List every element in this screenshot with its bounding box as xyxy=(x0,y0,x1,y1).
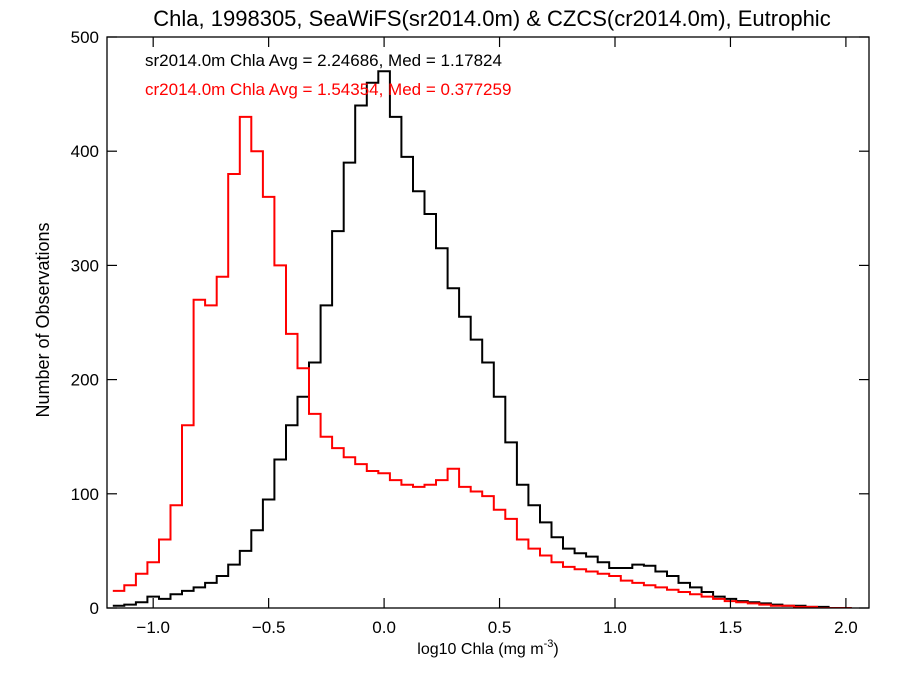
x-axis: −1.0 −0.5 0.0 0.5 1.0 1.5 2.0 xyxy=(136,37,858,637)
y-axis-label: Number of Observations xyxy=(33,222,53,417)
series-line-0 xyxy=(112,70,852,608)
x-axis-label: log10 Chla (mg m-3) xyxy=(417,638,558,658)
x-tick-label: 1.0 xyxy=(603,618,627,637)
x-tick-label: 1.5 xyxy=(719,618,743,637)
y-tick-label: 300 xyxy=(71,256,99,275)
y-tick-label: 400 xyxy=(71,142,99,161)
series-line-1 xyxy=(112,115,852,608)
annotation-czcs: cr2014.0m Chla Avg = 1.54354, Med = 0.37… xyxy=(145,80,511,99)
x-axis-label-end: ) xyxy=(553,641,558,658)
y-tick-label: 0 xyxy=(90,599,99,618)
x-axis-label-main: log10 Chla (mg m xyxy=(417,641,543,658)
chart-title: Chla, 1998305, SeaWiFS(sr2014.0m) & CZCS… xyxy=(153,6,830,31)
x-tick-label: −0.5 xyxy=(252,618,286,637)
y-tick-label: 500 xyxy=(71,28,99,47)
x-tick-label: 2.0 xyxy=(834,618,858,637)
series-layer xyxy=(112,70,852,608)
y-tick-label: 200 xyxy=(71,371,99,390)
y-tick-label: 100 xyxy=(71,485,99,504)
y-axis: 0 100 200 300 400 500 xyxy=(71,28,869,618)
plot-frame xyxy=(106,36,870,609)
x-tick-label: −1.0 xyxy=(136,618,170,637)
x-tick-label: 0.0 xyxy=(372,618,396,637)
annotation-seawifs: sr2014.0m Chla Avg = 2.24686, Med = 1.17… xyxy=(145,51,502,70)
x-axis-label-sup: -3 xyxy=(544,638,554,650)
x-tick-label: 0.5 xyxy=(488,618,512,637)
